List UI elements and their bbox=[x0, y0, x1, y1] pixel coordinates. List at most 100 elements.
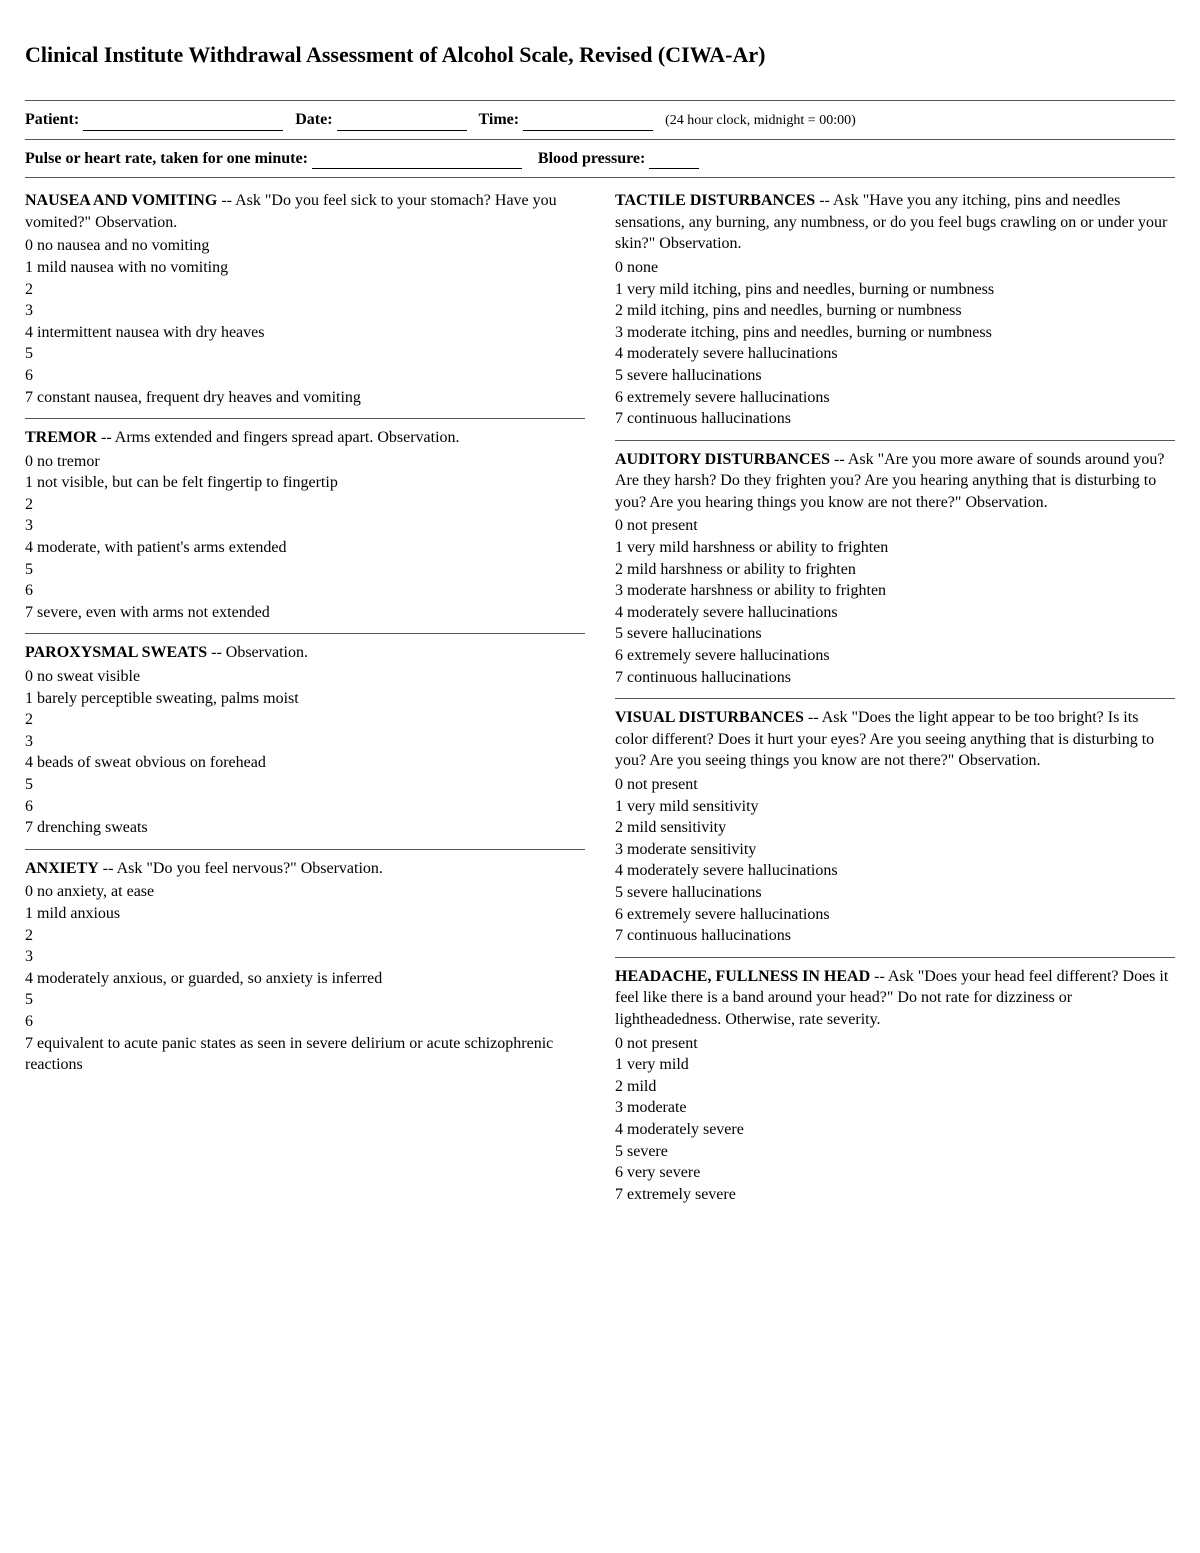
scale-item: 7 continuous hallucinations bbox=[615, 408, 1175, 430]
scale-item: 7 constant nausea, frequent dry heaves a… bbox=[25, 387, 585, 409]
scale-item: 3 moderate harshness or ability to frigh… bbox=[615, 580, 1175, 602]
scale-item: 0 no nausea and no vomiting bbox=[25, 235, 585, 257]
scale-item: 5 severe hallucinations bbox=[615, 882, 1175, 904]
scale-item: 3 moderate sensitivity bbox=[615, 839, 1175, 861]
scale-item: 3 bbox=[25, 946, 585, 968]
scale-item: 6 extremely severe hallucinations bbox=[615, 645, 1175, 667]
section-heading: TREMOR bbox=[25, 429, 97, 446]
scale-item: 6 extremely severe hallucinations bbox=[615, 387, 1175, 409]
scale-item: 4 moderately severe bbox=[615, 1119, 1175, 1141]
scale-item: 7 continuous hallucinations bbox=[615, 667, 1175, 689]
section: VISUAL DISTURBANCES -- Ask "Does the lig… bbox=[615, 698, 1175, 957]
header-row-2: Pulse or heart rate, taken for one minut… bbox=[25, 139, 1175, 179]
scale-item: 3 bbox=[25, 731, 585, 753]
time-blank[interactable] bbox=[523, 130, 653, 131]
scale-item: 5 bbox=[25, 989, 585, 1011]
scale-item: 1 very mild sensitivity bbox=[615, 796, 1175, 818]
scale-item: 0 no tremor bbox=[25, 451, 585, 473]
scale-item: 4 beads of sweat obvious on forehead bbox=[25, 752, 585, 774]
scale-item: 6 bbox=[25, 580, 585, 602]
date-blank[interactable] bbox=[337, 130, 467, 131]
scale-item: 4 moderate, with patient's arms extended bbox=[25, 537, 585, 559]
section-prompt: -- Arms extended and fingers spread apar… bbox=[97, 429, 460, 446]
scale-item: 5 severe hallucinations bbox=[615, 365, 1175, 387]
scale-item: 7 drenching sweats bbox=[25, 817, 585, 839]
section: PAROXYSMAL SWEATS -- Observation.0 no sw… bbox=[25, 633, 585, 848]
right-column: TACTILE DISTURBANCES -- Ask "Have you an… bbox=[615, 182, 1175, 1215]
time-label: Time: bbox=[479, 111, 520, 128]
section-intro: TACTILE DISTURBANCES -- Ask "Have you an… bbox=[615, 190, 1175, 255]
pulse-label: Pulse or heart rate, taken for one minut… bbox=[25, 150, 308, 167]
bp-blank[interactable] bbox=[649, 168, 699, 169]
scale-item: 2 mild bbox=[615, 1076, 1175, 1098]
patient-blank[interactable] bbox=[83, 130, 283, 131]
scale-item: 3 bbox=[25, 515, 585, 537]
header-row-1: Patient: Date: Time: (24 hour clock, mid… bbox=[25, 100, 1175, 139]
scale-item: 1 not visible, but can be felt fingertip… bbox=[25, 472, 585, 494]
section-heading: VISUAL DISTURBANCES bbox=[615, 709, 804, 726]
section-heading: ANXIETY bbox=[25, 860, 99, 877]
scale-item: 7 extremely severe bbox=[615, 1184, 1175, 1206]
scale-item: 0 not present bbox=[615, 774, 1175, 796]
section-intro: NAUSEA AND VOMITING -- Ask "Do you feel … bbox=[25, 190, 585, 233]
scale-item: 7 severe, even with arms not extended bbox=[25, 602, 585, 624]
bp-label: Blood pressure: bbox=[538, 150, 645, 167]
scale-item: 6 bbox=[25, 365, 585, 387]
scale-item: 6 bbox=[25, 1011, 585, 1033]
scale-item: 1 very mild itching, pins and needles, b… bbox=[615, 279, 1175, 301]
section: NAUSEA AND VOMITING -- Ask "Do you feel … bbox=[25, 182, 585, 418]
scale-item: 0 not present bbox=[615, 1033, 1175, 1055]
section-heading: TACTILE DISTURBANCES bbox=[615, 192, 815, 209]
section-prompt: -- Observation. bbox=[207, 644, 308, 661]
scale: 0 not present1 very mild harshness or ab… bbox=[615, 515, 1175, 688]
scale-item: 2 mild sensitivity bbox=[615, 817, 1175, 839]
scale-item: 7 continuous hallucinations bbox=[615, 925, 1175, 947]
scale-item: 5 bbox=[25, 343, 585, 365]
section-prompt: -- Ask "Do you feel nervous?" Observatio… bbox=[99, 860, 383, 877]
scale-item: 1 barely perceptible sweating, palms moi… bbox=[25, 688, 585, 710]
scale: 0 no tremor1 not visible, but can be fel… bbox=[25, 451, 585, 624]
time-note: (24 hour clock, midnight = 00:00) bbox=[665, 113, 856, 128]
columns-container: NAUSEA AND VOMITING -- Ask "Do you feel … bbox=[25, 182, 1175, 1215]
scale: 0 not present1 very mild sensitivity2 mi… bbox=[615, 774, 1175, 947]
scale-item: 2 bbox=[25, 925, 585, 947]
section-intro: VISUAL DISTURBANCES -- Ask "Does the lig… bbox=[615, 707, 1175, 772]
scale-item: 3 moderate bbox=[615, 1097, 1175, 1119]
patient-label: Patient: bbox=[25, 111, 79, 128]
section: HEADACHE, FULLNESS IN HEAD -- Ask "Does … bbox=[615, 957, 1175, 1216]
pulse-blank[interactable] bbox=[312, 168, 522, 169]
scale-item: 2 mild harshness or ability to frighten bbox=[615, 559, 1175, 581]
scale-item: 0 not present bbox=[615, 515, 1175, 537]
scale: 0 no sweat visible1 barely perceptible s… bbox=[25, 666, 585, 839]
scale-item: 5 severe bbox=[615, 1141, 1175, 1163]
scale-item: 4 moderately severe hallucinations bbox=[615, 343, 1175, 365]
scale-item: 4 moderately severe hallucinations bbox=[615, 602, 1175, 624]
scale-item: 2 bbox=[25, 494, 585, 516]
scale-item: 5 bbox=[25, 774, 585, 796]
left-column: NAUSEA AND VOMITING -- Ask "Do you feel … bbox=[25, 182, 585, 1215]
scale-item: 7 equivalent to acute panic states as se… bbox=[25, 1033, 585, 1076]
section-heading: AUDITORY DISTURBANCES bbox=[615, 451, 830, 468]
page-title: Clinical Institute Withdrawal Assessment… bbox=[25, 40, 1175, 70]
scale-item: 1 mild anxious bbox=[25, 903, 585, 925]
scale-item: 2 mild itching, pins and needles, burnin… bbox=[615, 300, 1175, 322]
scale-item: 3 moderate itching, pins and needles, bu… bbox=[615, 322, 1175, 344]
scale-item: 4 moderately anxious, or guarded, so anx… bbox=[25, 968, 585, 990]
scale-item: 1 very mild harshness or ability to frig… bbox=[615, 537, 1175, 559]
scale-item: 1 very mild bbox=[615, 1054, 1175, 1076]
scale-item: 0 none bbox=[615, 257, 1175, 279]
scale-item: 2 bbox=[25, 279, 585, 301]
section-intro: PAROXYSMAL SWEATS -- Observation. bbox=[25, 642, 585, 664]
scale: 0 none1 very mild itching, pins and need… bbox=[615, 257, 1175, 430]
scale-item: 3 bbox=[25, 300, 585, 322]
scale-item: 0 no sweat visible bbox=[25, 666, 585, 688]
scale-item: 4 moderately severe hallucinations bbox=[615, 860, 1175, 882]
scale-item: 4 intermittent nausea with dry heaves bbox=[25, 322, 585, 344]
scale-item: 6 bbox=[25, 796, 585, 818]
section-intro: HEADACHE, FULLNESS IN HEAD -- Ask "Does … bbox=[615, 966, 1175, 1031]
scale-item: 5 severe hallucinations bbox=[615, 623, 1175, 645]
section: TREMOR -- Arms extended and fingers spre… bbox=[25, 418, 585, 633]
scale-item: 5 bbox=[25, 559, 585, 581]
date-label: Date: bbox=[295, 111, 332, 128]
scale: 0 no anxiety, at ease1 mild anxious234 m… bbox=[25, 881, 585, 1075]
